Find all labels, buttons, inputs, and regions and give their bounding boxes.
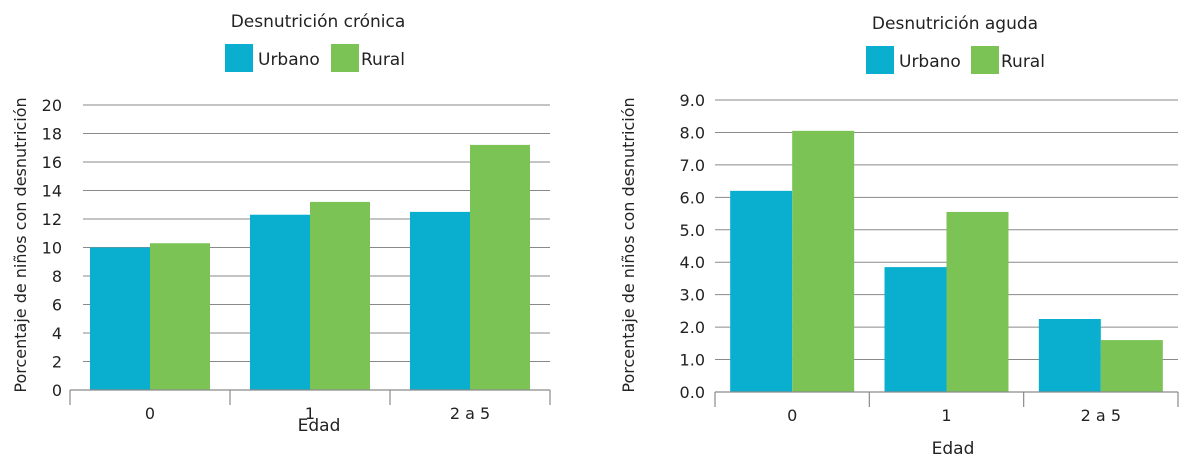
- x-tick-label: 2 a 5: [450, 404, 490, 423]
- x-axis-label: Edad: [932, 439, 975, 459]
- y-tick-label: 8: [52, 267, 62, 286]
- y-tick-labels: 0.0 1.0 2.0 3.0 4.0 5.0 6.0 7.0 8.0 9.0: [680, 91, 705, 402]
- y-tick-label: 16: [42, 153, 62, 172]
- y-tick-label: 6.0: [680, 188, 705, 207]
- y-tick-label: 7.0: [680, 156, 705, 175]
- x-tick-label: 2 a 5: [1081, 406, 1121, 425]
- chart-desnutricion-cronica: Desnutrición crónica Urbano Rural Porcen…: [11, 12, 551, 436]
- y-tick-label: 9.0: [680, 91, 705, 110]
- bar-urbano-0: [730, 190, 793, 392]
- y-tick-label: 4: [52, 324, 62, 343]
- legend-swatch-rural: [971, 46, 999, 74]
- y-tick-label: 1.0: [680, 351, 705, 370]
- bar-rural-1: [946, 211, 1009, 392]
- y-tick-labels: 0 2 4 6 8 10 12 14 16 18 20: [42, 96, 62, 400]
- bar-rural-0: [150, 243, 210, 390]
- x-axis-label: Edad: [298, 416, 341, 436]
- y-tick-label: 8.0: [680, 123, 705, 142]
- legend: Urbano Rural: [866, 46, 1045, 74]
- y-tick-label: 12: [42, 210, 62, 229]
- y-tick-label: 4.0: [680, 253, 705, 272]
- bar-urbano-2-a-5: [1038, 319, 1101, 392]
- bar-urbano-0: [90, 247, 150, 390]
- bars: [90, 144, 530, 390]
- legend-swatch-urbano: [225, 44, 253, 72]
- y-tick-label: 2: [52, 353, 62, 372]
- legend-label-urbano: Urbano: [258, 50, 320, 70]
- bar-urbano-1: [884, 267, 947, 392]
- y-tick-label: 0: [52, 381, 62, 400]
- bar-rural-2-a-5: [470, 144, 530, 390]
- y-tick-label: 20: [42, 96, 62, 115]
- x-tick-label: 1: [941, 406, 951, 425]
- x-axis: [714, 391, 1179, 407]
- y-tick-label: 18: [42, 125, 62, 144]
- y-tick-label: 14: [42, 182, 62, 201]
- x-tick-label: 0: [787, 406, 797, 425]
- bar-urbano-2-a-5: [410, 211, 470, 390]
- bar-rural-1: [310, 201, 370, 390]
- x-tick-label: 1: [305, 404, 315, 423]
- y-tick-label: 0.0: [680, 383, 705, 402]
- legend: Urbano Rural: [225, 44, 405, 72]
- y-tick-label: 6: [52, 296, 62, 315]
- y-tick-label: 5.0: [680, 221, 705, 240]
- bar-urbano-1: [250, 214, 310, 390]
- chart-desnutricion-aguda: Desnutrición aguda Urbano Rural Porcenta…: [619, 14, 1179, 459]
- legend-swatch-rural: [331, 44, 359, 72]
- y-axis-label: Porcentaje de niños con desnutrición: [619, 97, 638, 392]
- bars: [730, 130, 1163, 393]
- x-axis: [69, 389, 551, 405]
- x-tick-labels: 0 1 2 a 5: [145, 404, 490, 423]
- legend-label-rural: Rural: [1001, 52, 1045, 72]
- y-tick-label: 3.0: [680, 286, 705, 305]
- y-tick-label: 10: [42, 239, 62, 258]
- chart-title: Desnutrición crónica: [231, 12, 406, 32]
- x-tick-label: 0: [145, 404, 155, 423]
- legend-swatch-urbano: [866, 46, 894, 74]
- chart-title: Desnutrición aguda: [872, 14, 1038, 34]
- bar-rural-2-a-5: [1100, 340, 1163, 392]
- x-tick-labels: 0 1 2 a 5: [787, 406, 1121, 425]
- legend-label-urbano: Urbano: [899, 52, 961, 72]
- legend-label-rural: Rural: [361, 50, 405, 70]
- y-axis-label: Porcentaje de niños con desnutrición: [11, 97, 30, 392]
- bar-rural-0: [792, 130, 855, 393]
- y-tick-label: 2.0: [680, 318, 705, 337]
